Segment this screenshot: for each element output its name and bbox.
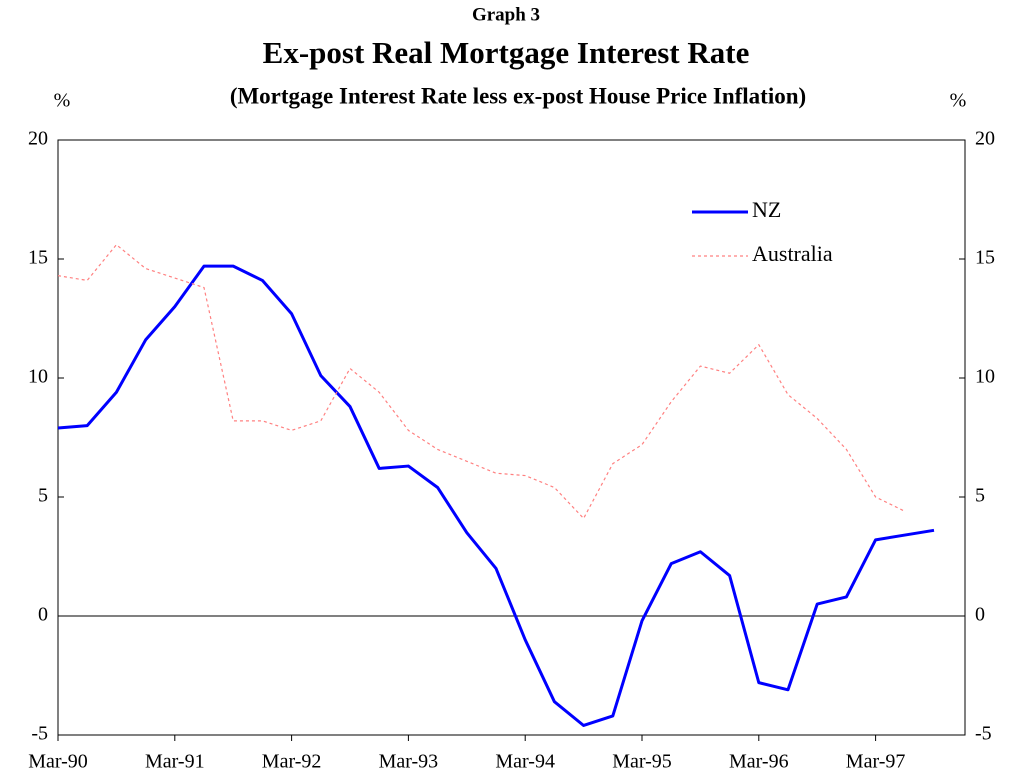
y-tick-label: 5 (38, 485, 48, 507)
chart-title: Graph 3 (472, 4, 540, 25)
y-tick-label: 15 (28, 247, 48, 269)
y-axis-label: % (54, 90, 71, 112)
y2-tick-label: 0 (975, 604, 985, 626)
series-line (57, 264, 935, 727)
y2-tick-label: -5 (975, 723, 992, 745)
y-tick-label: 20 (28, 128, 48, 150)
legend-label: Australia (752, 241, 833, 266)
y2-tick-label: 15 (975, 247, 995, 269)
y-tick-label: 10 (28, 366, 48, 388)
x-tick-label: Mar-91 (145, 751, 205, 773)
x-tick-label: Mar-95 (612, 751, 672, 773)
plot-frame (57, 139, 966, 736)
chart-note: (Mortgage Interest Rate less ex-post Hou… (230, 83, 806, 108)
y2-tick-label: 5 (975, 485, 985, 507)
y-tick-label: 0 (38, 604, 48, 626)
y-tick-label: -5 (31, 723, 48, 745)
x-tick-label: Mar-97 (846, 751, 906, 773)
x-tick-label: Mar-93 (379, 751, 439, 773)
y2-axis-label: % (950, 90, 967, 112)
series-line (57, 244, 906, 520)
y2-tick-label: 10 (975, 366, 995, 388)
chart-subtitle: Ex-post Real Mortgage Interest Rate (263, 35, 750, 70)
y2-tick-label: 20 (975, 128, 995, 150)
x-tick-label: Mar-92 (262, 751, 322, 773)
x-tick-label: Mar-94 (495, 751, 555, 773)
legend-label: NZ (752, 197, 781, 222)
x-tick-label: Mar-96 (729, 751, 789, 773)
x-tick-label: Mar-90 (28, 751, 88, 773)
